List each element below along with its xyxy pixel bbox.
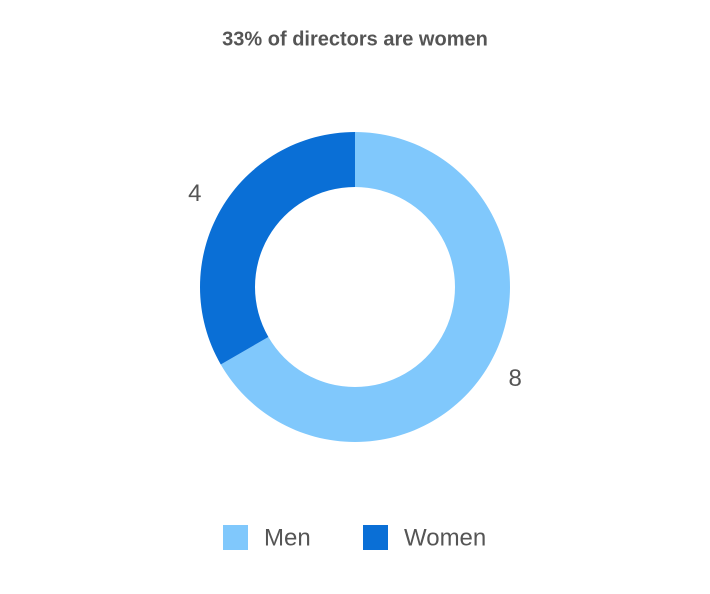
donut-slice: [220, 132, 511, 442]
legend-label: Women: [404, 524, 486, 551]
legend-swatch: [363, 525, 388, 550]
data-label: 8: [509, 365, 522, 392]
chart-title: 33% of directors are women: [222, 28, 488, 50]
legend-label: Men: [264, 524, 311, 551]
data-label: 4: [188, 180, 201, 207]
donut-slice: [200, 132, 355, 365]
legend-swatch: [223, 525, 248, 550]
